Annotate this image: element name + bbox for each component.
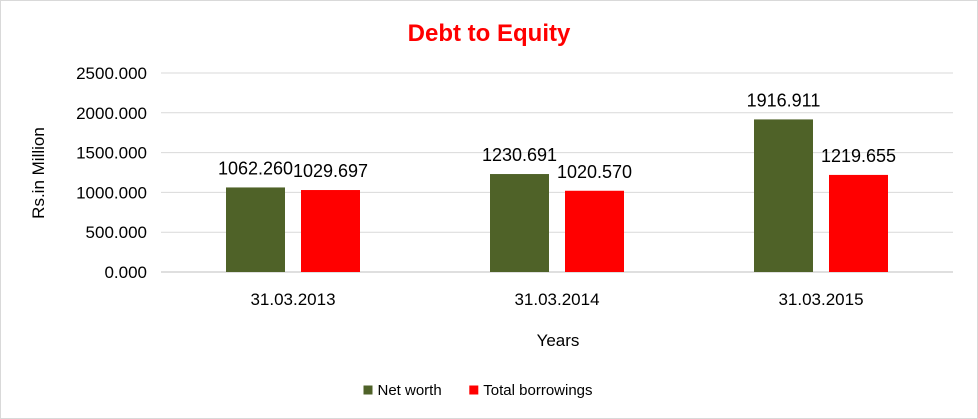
bars	[226, 119, 888, 273]
data-label: 1230.691	[482, 145, 557, 165]
y-tick-label: 1000.000	[76, 183, 147, 202]
data-label: 1029.697	[293, 161, 368, 181]
x-tick-label: 31.03.2015	[778, 290, 863, 309]
x-tick-label: 31.03.2014	[514, 290, 599, 309]
y-tick-label: 2500.000	[76, 64, 147, 83]
bar-net-worth	[226, 187, 285, 272]
bar-net-worth	[490, 174, 549, 272]
bar-total-borrowings	[829, 174, 888, 272]
bar-total-borrowings	[565, 190, 624, 272]
x-axis-title: Years	[537, 331, 580, 350]
y-axis-title: Rs.in Million	[29, 127, 48, 219]
y-axis-ticks: 0.000 500.000 1000.000 1500.000 2000.000 2500…	[76, 64, 147, 282]
data-label: 1062.260	[218, 158, 293, 178]
y-tick-label: 2000.000	[76, 104, 147, 123]
bar-total-borrowings	[301, 190, 360, 272]
x-tick-label: 31.03.2013	[250, 290, 335, 309]
legend-swatch	[469, 385, 479, 395]
legend: Net worth Total borrowings	[363, 382, 593, 399]
legend-label: Net worth	[378, 382, 442, 399]
gridlines	[161, 72, 953, 273]
chart-title: Debt to Equity	[408, 20, 571, 47]
data-label: 1219.655	[821, 146, 896, 166]
x-axis-ticks: 31.03.2013 31.03.2014 31.03.2015	[250, 290, 863, 309]
data-label: 1916.911	[747, 90, 821, 110]
legend-label: Total borrowings	[483, 382, 592, 399]
y-tick-label: 0.000	[104, 263, 147, 282]
legend-swatch	[363, 385, 373, 395]
data-label: 1020.570	[557, 162, 632, 182]
bar-net-worth	[754, 119, 813, 273]
y-tick-label: 500.000	[86, 223, 147, 242]
y-tick-label: 1500.000	[76, 144, 147, 163]
